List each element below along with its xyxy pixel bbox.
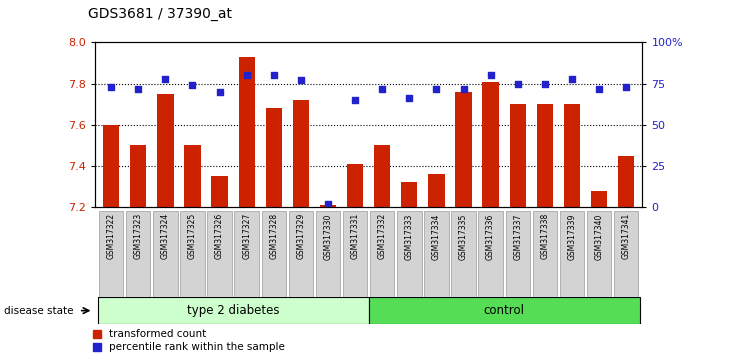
- Text: GSM317339: GSM317339: [567, 213, 577, 259]
- Text: GSM317330: GSM317330: [323, 213, 332, 259]
- Bar: [456, 92, 472, 207]
- Text: control: control: [484, 304, 525, 317]
- Bar: [451, 211, 476, 297]
- Text: GSM317327: GSM317327: [242, 213, 251, 259]
- Bar: [212, 176, 228, 207]
- Text: GSM317341: GSM317341: [622, 213, 631, 259]
- Bar: [261, 211, 286, 297]
- Point: [620, 84, 632, 90]
- Text: GSM317325: GSM317325: [188, 213, 197, 259]
- Point: [241, 73, 253, 78]
- Bar: [266, 108, 282, 207]
- Legend: transformed count, percentile rank within the sample: transformed count, percentile rank withi…: [93, 329, 285, 352]
- Point: [160, 76, 172, 81]
- Point: [349, 97, 361, 103]
- Bar: [369, 297, 639, 324]
- Text: GSM317322: GSM317322: [107, 213, 115, 259]
- Bar: [614, 211, 638, 297]
- Bar: [157, 94, 174, 207]
- Point: [377, 86, 388, 91]
- Bar: [234, 211, 259, 297]
- Bar: [564, 104, 580, 207]
- Text: GSM317329: GSM317329: [296, 213, 305, 259]
- Bar: [537, 104, 553, 207]
- Text: GSM317335: GSM317335: [459, 213, 468, 259]
- Bar: [293, 100, 309, 207]
- Text: GDS3681 / 37390_at: GDS3681 / 37390_at: [88, 7, 231, 21]
- Bar: [126, 211, 150, 297]
- Bar: [153, 211, 177, 297]
- Bar: [402, 182, 418, 207]
- Bar: [180, 211, 204, 297]
- Bar: [429, 174, 445, 207]
- Point: [431, 86, 442, 91]
- Bar: [185, 145, 201, 207]
- Point: [322, 201, 334, 207]
- Bar: [343, 211, 367, 297]
- Bar: [130, 145, 147, 207]
- Point: [268, 73, 280, 78]
- Point: [512, 81, 523, 86]
- Point: [132, 86, 144, 91]
- Bar: [370, 211, 394, 297]
- Text: GSM317324: GSM317324: [161, 213, 170, 259]
- Text: GSM317340: GSM317340: [594, 213, 604, 259]
- Bar: [98, 297, 369, 324]
- Text: GSM317328: GSM317328: [269, 213, 278, 259]
- Bar: [483, 81, 499, 207]
- Text: GSM317337: GSM317337: [513, 213, 522, 259]
- Bar: [591, 190, 607, 207]
- Bar: [316, 211, 340, 297]
- Text: GSM317332: GSM317332: [377, 213, 387, 259]
- Bar: [533, 211, 557, 297]
- Bar: [510, 104, 526, 207]
- Text: GSM317323: GSM317323: [134, 213, 143, 259]
- Point: [295, 78, 307, 83]
- Bar: [560, 211, 584, 297]
- Point: [404, 96, 415, 101]
- Bar: [347, 164, 364, 207]
- Text: GSM317338: GSM317338: [540, 213, 550, 259]
- Point: [539, 81, 550, 86]
- Bar: [505, 211, 530, 297]
- Point: [214, 89, 226, 95]
- Bar: [424, 211, 449, 297]
- Text: GSM317326: GSM317326: [215, 213, 224, 259]
- Bar: [288, 211, 313, 297]
- Text: GSM317336: GSM317336: [486, 213, 495, 259]
- Bar: [320, 205, 336, 207]
- Point: [187, 82, 199, 88]
- Text: disease state: disease state: [4, 306, 73, 316]
- Bar: [397, 211, 421, 297]
- Bar: [99, 211, 123, 297]
- Point: [593, 86, 605, 91]
- Point: [458, 86, 469, 91]
- Bar: [374, 145, 391, 207]
- Text: type 2 diabetes: type 2 diabetes: [187, 304, 280, 317]
- Bar: [618, 156, 634, 207]
- Point: [485, 73, 496, 78]
- Bar: [478, 211, 503, 297]
- Bar: [587, 211, 611, 297]
- Point: [105, 84, 117, 90]
- Bar: [207, 211, 231, 297]
- Text: GSM317331: GSM317331: [350, 213, 360, 259]
- Point: [566, 76, 577, 81]
- Text: GSM317333: GSM317333: [405, 213, 414, 259]
- Bar: [103, 125, 119, 207]
- Bar: [239, 57, 255, 207]
- Text: GSM317334: GSM317334: [432, 213, 441, 259]
